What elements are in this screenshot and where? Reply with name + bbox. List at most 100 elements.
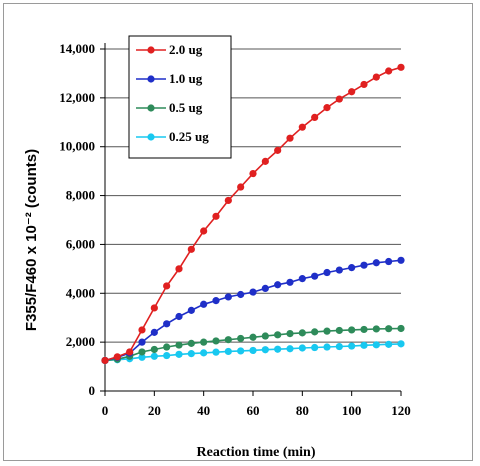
data-point [311,113,319,121]
data-point [274,331,282,339]
data-point [138,338,146,346]
data-point [311,272,319,280]
data-point [101,356,109,365]
data-point [175,350,183,358]
data-point [150,345,158,354]
data-point [298,329,306,337]
data-point [212,337,220,345]
data-point [200,227,208,235]
x-tick-label: 20 [148,403,161,418]
data-point [224,347,232,356]
data-point [397,256,405,264]
data-point [237,347,245,355]
data-point [323,343,331,351]
data-point [335,326,343,335]
data-point [286,345,294,353]
axes-layer: 0 2,000 4,000 6,000 8,000 10,000 12,000 14,000 0… [59,41,411,418]
data-point [237,290,245,299]
data-point [397,340,405,348]
legend-marker [147,46,155,54]
data-point [224,336,232,344]
y-tick-label: 2,000 [66,334,95,349]
legend: 2.0 ug 1.0 ug 0.5 ug 0.25 ug [128,35,232,159]
data-point [311,328,319,336]
data-point [163,282,171,290]
data-point [261,346,269,354]
data-point [212,212,220,220]
data-point [237,183,245,191]
data-point [175,312,183,321]
data-point [311,343,319,352]
legend-marker [147,104,155,112]
data-point [385,67,393,75]
data-point [385,257,393,266]
y-tick-label: 0 [89,383,96,398]
data-point [372,325,380,333]
data-point [286,329,294,338]
data-point [187,350,195,358]
data-point [138,348,146,356]
legend-label: 2.0 ug [169,42,203,57]
y-tick-label: 12,000 [59,90,95,105]
data-point [212,348,220,356]
data-point [323,327,331,335]
data-point [274,281,282,289]
data-point [187,339,195,347]
x-tick-label: 120 [391,403,411,418]
y-axis-label: F355/F460 x 10⁻² (counts) [23,149,40,331]
data-point [175,265,183,273]
y-tick-label: 14,000 [59,41,95,56]
data-point [335,342,343,351]
data-point [397,324,405,333]
data-point [261,332,269,340]
data-point [249,288,257,296]
data-point [138,326,146,334]
data-point [323,104,331,112]
data-point [150,304,158,312]
data-point [385,340,393,348]
series-layer [101,63,405,365]
legend-label: 0.5 ug [169,100,203,115]
data-point [261,284,269,292]
x-tick-label: 40 [197,403,210,418]
data-point [224,196,232,205]
data-point [335,95,343,103]
legend-marker [147,75,155,83]
series-line [104,327,402,362]
data-point [163,343,171,351]
data-point [163,351,171,360]
data-point [298,123,306,131]
data-point [360,325,368,334]
data-point [360,261,368,269]
data-point [224,293,232,301]
x-tick-label: 60 [247,403,260,418]
x-axis-label: Reaction time (min) [197,445,316,460]
data-point [372,73,380,81]
y-tick-label: 6,000 [66,236,95,251]
data-point [298,344,306,352]
x-tick-label: 100 [342,403,362,418]
data-point [200,349,208,357]
data-point [335,266,343,274]
data-point [187,245,195,253]
data-point [187,306,195,314]
x-tick-label: 80 [296,403,309,418]
data-point [138,353,146,361]
data-point [286,134,294,142]
data-point [298,275,306,283]
chart-frame [3,3,473,461]
data-point [385,325,393,333]
data-point [348,264,356,272]
data-point [175,341,183,349]
data-point [113,353,121,361]
data-point [360,80,368,89]
data-point [372,341,380,349]
data-point [200,300,208,308]
data-point [348,326,356,334]
y-tick-label: 10,000 [59,139,95,154]
data-point [249,169,257,178]
data-point [274,345,282,353]
data-point [348,88,356,96]
y-tick-label: 8,000 [66,188,95,203]
